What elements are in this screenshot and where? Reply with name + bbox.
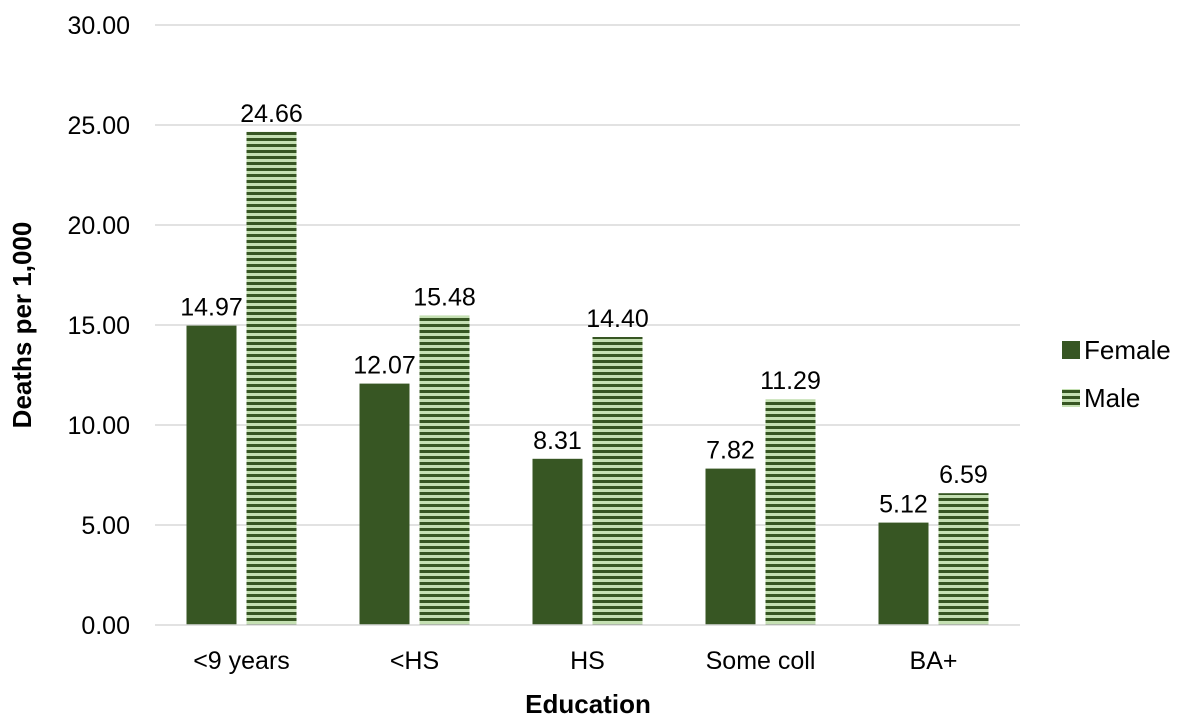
data-label-female: 5.12 <box>879 491 928 519</box>
data-label-female: 7.82 <box>706 437 755 465</box>
legend-label-male: Male <box>1084 383 1140 413</box>
bar-male <box>246 131 297 626</box>
data-label-male: 14.40 <box>586 305 649 333</box>
y-tick-label: 30.00 <box>67 12 130 40</box>
bar-female <box>705 468 756 625</box>
data-label-female: 12.07 <box>353 352 416 380</box>
legend-swatch-female <box>1062 341 1080 359</box>
legend-label-female: Female <box>1084 335 1171 365</box>
data-label-male: 24.66 <box>240 100 303 128</box>
x-tick-label: Some coll <box>706 647 816 675</box>
y-axis-ticks: 0.00 5.00 10.00 15.00 20.00 25.00 30.00 <box>67 12 130 640</box>
data-labels: 14.97 24.66 12.07 15.48 8.31 14.40 7.82 11.29 5.… <box>180 100 988 519</box>
bar-female <box>359 383 410 625</box>
x-tick-label: HS <box>570 647 605 675</box>
y-tick-label: 10.00 <box>67 412 130 440</box>
bar-female <box>878 522 929 625</box>
y-tick-label: 25.00 <box>67 112 130 140</box>
data-label-female: 14.97 <box>180 294 243 322</box>
data-label-female: 8.31 <box>533 427 582 455</box>
x-axis-title: Education <box>525 689 651 719</box>
y-axis-title: Deaths per 1,000 <box>7 222 37 429</box>
x-tick-label: BA+ <box>910 647 958 675</box>
y-tick-label: 20.00 <box>67 212 130 240</box>
legend-swatch-male <box>1062 389 1080 407</box>
bar-female <box>186 325 237 625</box>
x-tick-label: <9 years <box>193 647 290 675</box>
x-tick-label: <HS <box>390 647 439 675</box>
bar-female <box>532 458 583 625</box>
bar-male <box>765 399 816 625</box>
bar-male <box>419 315 470 625</box>
x-axis-ticks: <9 years <HS HS Some coll BA+ <box>193 647 957 675</box>
bar-male <box>938 493 989 625</box>
y-tick-label: 15.00 <box>67 312 130 340</box>
data-label-male: 11.29 <box>760 367 821 395</box>
bar-male <box>592 337 643 625</box>
bars <box>186 131 989 626</box>
gridlines <box>155 24 1020 526</box>
data-label-male: 15.48 <box>413 283 476 311</box>
data-label-male: 6.59 <box>939 461 988 489</box>
y-tick-label: 0.00 <box>81 612 130 640</box>
y-tick-label: 5.00 <box>81 512 130 540</box>
legend: Female Male <box>1062 335 1171 413</box>
